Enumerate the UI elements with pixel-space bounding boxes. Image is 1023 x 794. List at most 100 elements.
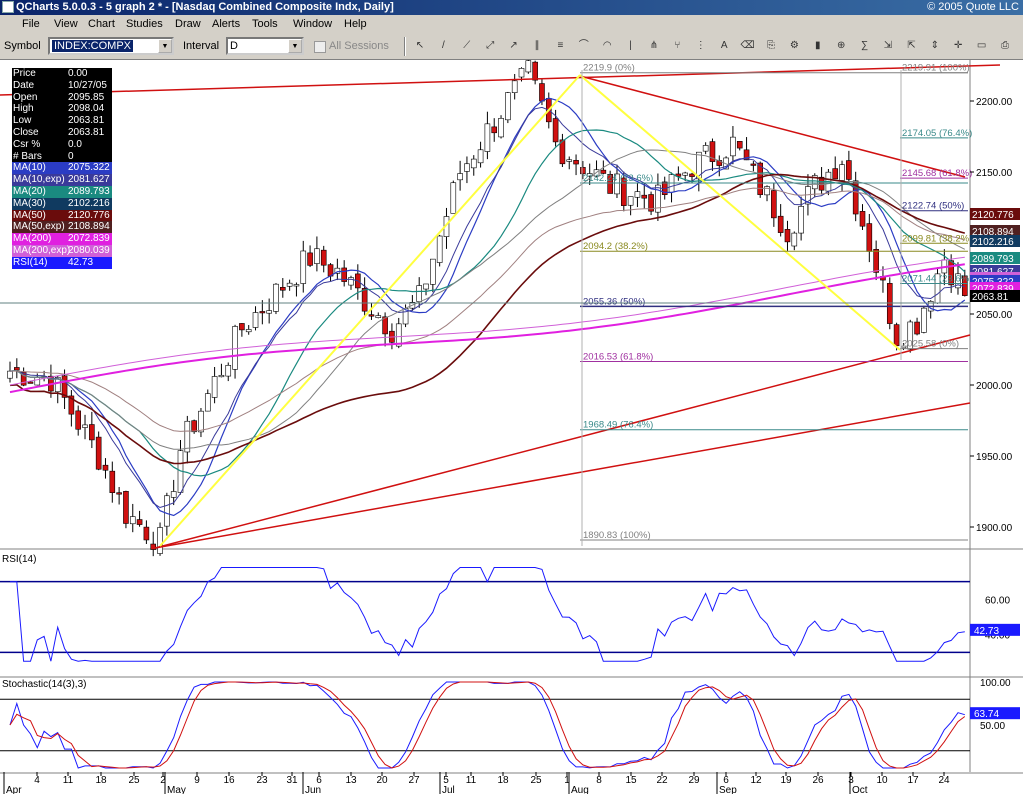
symbol-value: INDEX:COMPX: [52, 40, 134, 52]
crosshair-icon[interactable]: ✛: [953, 40, 963, 51]
candle-up: [164, 495, 170, 527]
eraser-icon[interactable]: ⌫: [740, 40, 755, 51]
menu-tools[interactable]: Tools: [252, 18, 278, 30]
copy-icon[interactable]: ⎘: [767, 40, 775, 51]
fibonacci-time-icon[interactable]: |: [629, 40, 632, 51]
andrews-pitchfork-icon[interactable]: ⑂: [674, 40, 681, 51]
data-window-value: 2080.039: [68, 244, 110, 256]
candle-down: [341, 267, 347, 282]
time-day-label: 19: [780, 775, 792, 786]
candle-down: [109, 470, 116, 493]
scale-icon[interactable]: ⇕: [930, 40, 939, 51]
candle-up: [921, 307, 927, 333]
interval-combo[interactable]: D ▼: [226, 37, 304, 55]
fib-level-label: 2016.53 (61.8%): [583, 352, 653, 363]
menu-view[interactable]: View: [54, 18, 78, 30]
menu-alerts[interactable]: Alerts: [212, 18, 241, 30]
studies-icon[interactable]: ∑: [861, 40, 869, 51]
candle-up: [184, 420, 191, 453]
candle-up: [334, 267, 341, 274]
data-window-row: High 2098.04: [12, 103, 112, 116]
page-icon[interactable]: ▭: [976, 40, 987, 51]
bar-chart-icon[interactable]: ▮: [815, 40, 821, 51]
candle-down: [852, 180, 859, 215]
fibonacci-retracement-icon[interactable]: ≡: [557, 40, 564, 51]
menu-chart[interactable]: Chart: [88, 18, 115, 30]
symbol-combo[interactable]: INDEX:COMPX ▼: [48, 37, 174, 55]
cursor-arrow-icon[interactable]: ↖: [415, 40, 425, 51]
candle-down: [607, 174, 613, 194]
menu-window[interactable]: Window: [293, 18, 333, 30]
candle-up: [627, 196, 634, 206]
data-window-row: MA(10) 2075.322: [12, 162, 112, 175]
candle-down: [68, 395, 75, 415]
data-window-label: Close: [13, 126, 39, 138]
ray-line-icon[interactable]: ⟋: [463, 40, 471, 51]
arrow-line-icon[interactable]: ↗: [509, 40, 518, 51]
fibonacci-arc-icon[interactable]: ◠: [602, 40, 612, 51]
extended-line-icon[interactable]: ⤢: [486, 40, 495, 51]
print-icon[interactable]: ⎙: [1001, 40, 1009, 51]
chevron-down-icon[interactable]: ▼: [158, 39, 172, 53]
data-window-label: MA(50): [13, 209, 46, 221]
data-window-value: 2098.04: [68, 103, 105, 115]
cycle-lines-icon[interactable]: ⋮: [695, 40, 706, 51]
candle-up: [273, 283, 279, 312]
data-window-label: Open: [13, 91, 38, 103]
zoom-icon[interactable]: ⊕: [836, 40, 846, 51]
symbol-label: Symbol: [4, 40, 41, 52]
candle-down: [914, 321, 920, 335]
channel-icon[interactable]: ∥: [534, 40, 540, 51]
candle-down: [102, 464, 109, 471]
candle-up: [7, 370, 13, 379]
time-day-label: 8: [596, 775, 602, 786]
candle-up: [511, 80, 518, 93]
candle-up: [266, 310, 272, 314]
candle-down: [14, 367, 20, 371]
price-tick-label: 2000.00: [976, 381, 1013, 392]
rsi-value-label: 42.73: [974, 626, 999, 637]
time-day-label: 23: [256, 775, 268, 786]
candle-down: [859, 211, 866, 227]
menu-help[interactable]: Help: [344, 18, 367, 30]
trendline-icon[interactable]: /: [442, 40, 445, 51]
candle-up: [457, 173, 463, 181]
time-day-label: 11: [466, 775, 477, 786]
time-day-label: 20: [376, 775, 388, 786]
data-window-label: MA(200): [13, 233, 52, 245]
data-window-label: MA(200,exp): [13, 244, 71, 256]
data-window-value: 0.0: [68, 138, 82, 150]
candle-down: [123, 491, 129, 524]
chart-background: [0, 60, 1023, 794]
stochastic-title: Stochastic(14(3),3): [2, 679, 86, 690]
candle-up: [293, 284, 300, 287]
compress-icon[interactable]: ⇲: [883, 40, 893, 51]
candle-up: [730, 136, 736, 157]
candle-down: [771, 190, 777, 219]
properties-icon[interactable]: ⚙: [789, 40, 799, 51]
fibonacci-fan-icon[interactable]: ⌒: [578, 40, 589, 51]
menu-studies[interactable]: Studies: [126, 18, 163, 30]
time-day-label: 25: [530, 775, 542, 786]
text-annotation-icon[interactable]: A: [720, 40, 728, 51]
chevron-down-icon[interactable]: ▼: [288, 39, 302, 53]
gann-fan-icon[interactable]: ⋔: [649, 40, 659, 51]
data-window-value: 2063.81: [68, 115, 105, 127]
time-day-label: 17: [907, 775, 919, 786]
menu-draw[interactable]: Draw: [175, 18, 201, 30]
all-sessions-checkbox[interactable]: [314, 41, 326, 53]
data-window-value: 2063.81: [68, 126, 105, 138]
candle-up: [218, 374, 225, 378]
expand-icon[interactable]: ⇱: [907, 40, 916, 51]
candle-up: [811, 175, 818, 190]
chart-area: 2219.9 (0%) 2142.24 (23.6%) 2094.2 (38.2%)…: [0, 60, 1023, 794]
candle-up: [839, 164, 845, 181]
data-window-label: MA(50,exp): [13, 221, 65, 233]
candle-down: [75, 410, 81, 430]
data-window-label: High: [13, 103, 34, 115]
candle-up: [416, 285, 423, 302]
price-tick-label: 2200.00: [976, 97, 1013, 108]
price-value-tag-label: 2063.81: [972, 292, 1009, 303]
menu-file[interactable]: File: [22, 18, 40, 30]
data-window-row: Csr % 0.0: [12, 138, 112, 151]
